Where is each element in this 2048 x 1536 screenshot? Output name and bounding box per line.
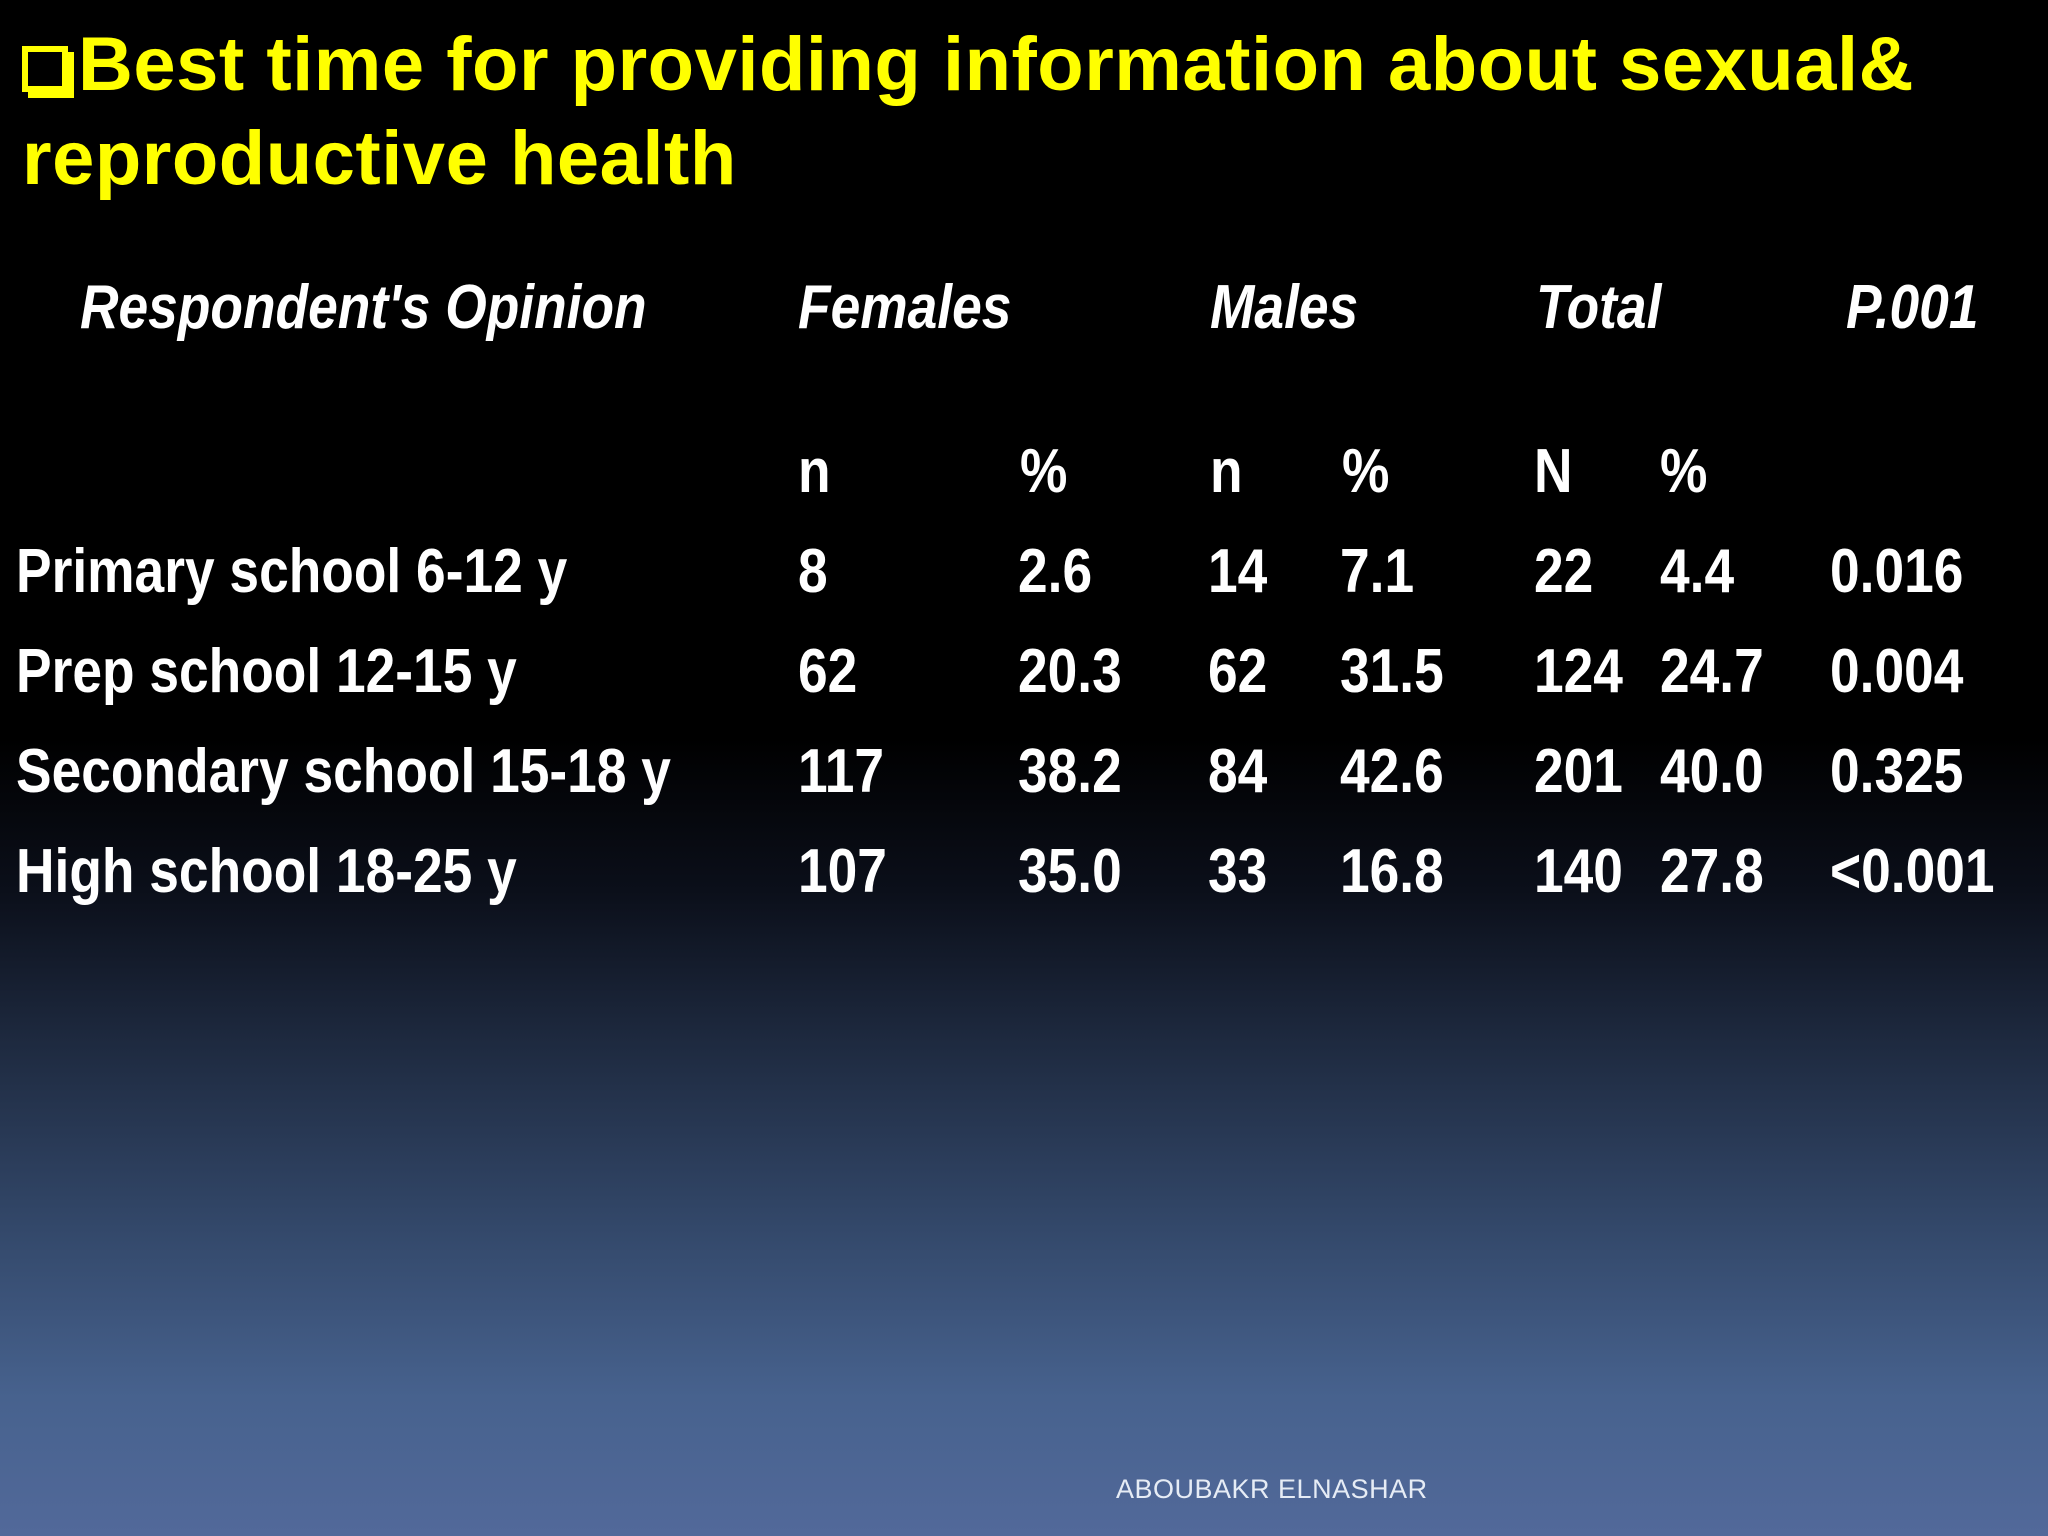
row-females-n: 8 <box>798 537 828 606</box>
row-total-n: 201 <box>1534 737 1623 806</box>
row-total-pct: 27.8 <box>1660 837 1764 906</box>
row-total-n: 22 <box>1534 537 1594 606</box>
row-p-value: 0.016 <box>1830 537 1964 606</box>
row-total-pct: 40.0 <box>1660 737 1764 806</box>
row-p-value: 0.004 <box>1830 637 1964 706</box>
row-p-value: 0.325 <box>1830 737 1964 806</box>
row-females-pct: 38.2 <box>1018 737 1122 806</box>
row-opinion: Secondary school 15-18 y <box>16 737 671 806</box>
row-males-n: 62 <box>1208 637 1268 706</box>
subheader-males-n: n <box>1210 437 1243 506</box>
header-total: Total <box>1536 273 1662 342</box>
row-males-pct: 42.6 <box>1340 737 1444 806</box>
row-opinion: High school 18-25 y <box>16 837 517 906</box>
row-females-pct: 2.6 <box>1018 537 1093 606</box>
subheader-total-pct: % <box>1660 437 1708 506</box>
row-females-pct: 35.0 <box>1018 837 1122 906</box>
header-males: Males <box>1210 273 1359 342</box>
row-females-n: 107 <box>798 837 887 906</box>
row-total-pct: 4.4 <box>1660 537 1735 606</box>
header-p-value: P.001 <box>1846 273 1979 342</box>
footer-author: ABOUBAKR ELNASHAR <box>1116 1474 1428 1504</box>
row-females-n: 117 <box>798 737 885 806</box>
row-males-pct: 31.5 <box>1340 637 1444 706</box>
row-opinion: Primary school 6-12 y <box>16 537 568 606</box>
row-males-n: 14 <box>1208 537 1268 606</box>
row-males-n: 33 <box>1208 837 1268 906</box>
row-total-pct: 24.7 <box>1660 637 1764 706</box>
subheader-total-n: N <box>1534 437 1573 506</box>
hollow-square-bullet-icon <box>22 46 74 98</box>
row-males-pct: 7.1 <box>1340 537 1415 606</box>
row-p-value: <0.001 <box>1830 837 1995 906</box>
header-females: Females <box>798 273 1012 342</box>
subheader-females-n: n <box>798 437 831 506</box>
row-opinion: Prep school 12-15 y <box>16 637 517 706</box>
subheader-males-pct: % <box>1342 437 1390 506</box>
row-males-pct: 16.8 <box>1340 837 1444 906</box>
subheader-females-pct: % <box>1020 437 1068 506</box>
row-total-n: 140 <box>1534 837 1623 906</box>
row-males-n: 84 <box>1208 737 1268 806</box>
header-opinion: Respondent's Opinion <box>80 273 647 342</box>
slide-title: Best time for providing information abou… <box>22 18 2012 206</box>
slide-title-text: Best time for providing information abou… <box>22 22 1914 201</box>
row-total-n: 124 <box>1534 637 1623 706</box>
row-females-n: 62 <box>798 637 858 706</box>
row-females-pct: 20.3 <box>1018 637 1122 706</box>
